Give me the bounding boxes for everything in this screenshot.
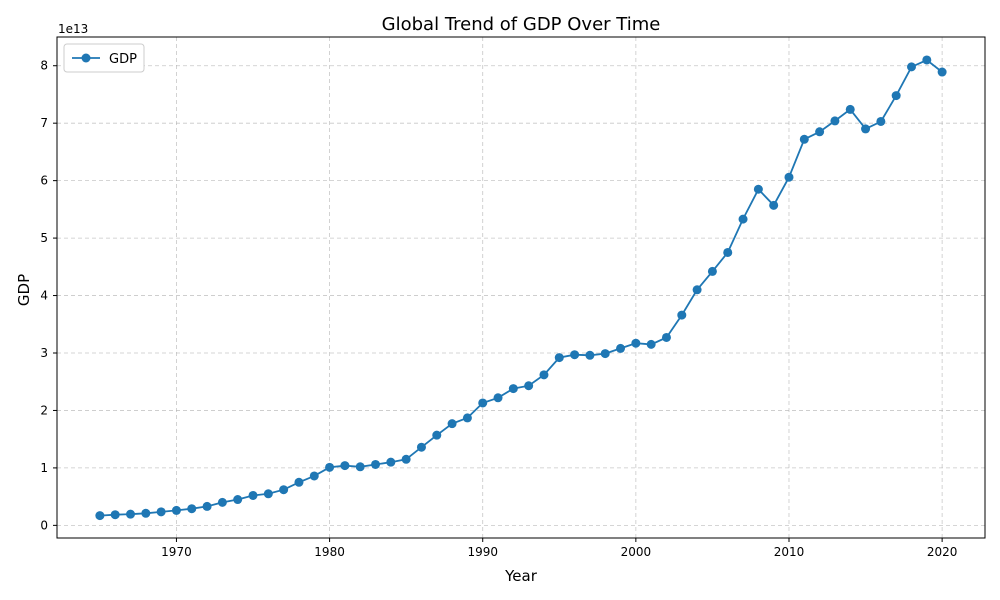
data-point-gdp xyxy=(493,393,503,403)
data-point-gdp xyxy=(386,457,396,467)
y-tick-label: 8 xyxy=(40,59,48,73)
ticks: 1970 1980 1990 2000 2010 2020 0 1 2 3 4 5 6 7 8 xyxy=(40,59,957,559)
data-point-gdp xyxy=(723,247,733,257)
data-point-gdp xyxy=(738,214,748,224)
data-point-gdp xyxy=(815,127,825,137)
data-point-gdp xyxy=(937,67,947,77)
series-layer xyxy=(95,55,947,521)
y-tick-label: 5 xyxy=(40,231,48,245)
data-point-gdp xyxy=(401,454,411,464)
data-point-gdp xyxy=(462,413,472,423)
x-tick-label: 1970 xyxy=(161,545,192,559)
data-point-gdp xyxy=(891,91,901,101)
data-point-gdp xyxy=(355,462,365,472)
data-point-gdp xyxy=(661,332,671,342)
data-point-gdp xyxy=(187,504,197,514)
legend: GDP xyxy=(63,43,145,73)
y-tick-label: 2 xyxy=(40,403,48,417)
y-tick-label: 1 xyxy=(40,461,48,475)
data-point-gdp xyxy=(845,104,855,114)
data-point-gdp xyxy=(217,497,227,507)
data-point-gdp xyxy=(585,350,595,360)
y-tick-label: 6 xyxy=(40,174,48,188)
y-offset-label: 1e13 xyxy=(58,22,88,36)
y-axis-label: GDP xyxy=(15,274,33,306)
data-point-gdp xyxy=(906,62,916,72)
x-tick-label: 2000 xyxy=(621,545,652,559)
legend-label-gdp: GDP xyxy=(109,52,137,67)
data-point-gdp xyxy=(554,353,564,363)
y-tick-label: 3 xyxy=(40,346,48,360)
data-point-gdp xyxy=(371,459,381,469)
x-tick-label: 2010 xyxy=(774,545,805,559)
series-line-gdp xyxy=(99,58,943,517)
data-point-gdp xyxy=(233,495,243,505)
data-point-gdp xyxy=(707,266,717,276)
data-point-gdp xyxy=(432,430,442,440)
data-point-gdp xyxy=(922,55,932,65)
data-point-gdp xyxy=(447,419,457,429)
data-point-gdp xyxy=(692,285,702,295)
data-point-gdp xyxy=(539,370,549,380)
data-point-gdp xyxy=(325,462,335,472)
data-point-gdp xyxy=(141,508,151,518)
x-tick-label: 1980 xyxy=(314,545,345,559)
data-point-gdp xyxy=(416,442,426,452)
data-point-gdp xyxy=(753,184,763,194)
x-tick-label: 2020 xyxy=(927,545,958,559)
data-point-gdp xyxy=(600,349,610,359)
data-point-gdp xyxy=(616,343,626,353)
data-point-gdp xyxy=(861,124,871,134)
data-point-gdp xyxy=(677,310,687,320)
y-tick-label: 4 xyxy=(40,289,48,303)
data-point-gdp xyxy=(294,477,304,487)
data-point-gdp xyxy=(126,509,136,519)
data-point-gdp xyxy=(478,398,488,408)
grid xyxy=(57,37,985,538)
data-point-gdp xyxy=(799,134,809,144)
data-point-gdp xyxy=(248,490,258,500)
data-point-gdp xyxy=(769,200,779,210)
data-point-gdp xyxy=(876,116,886,126)
data-point-gdp xyxy=(340,461,350,471)
y-tick-label: 7 xyxy=(40,116,48,130)
data-point-gdp xyxy=(631,338,641,348)
data-point-gdp xyxy=(524,381,534,391)
data-point-gdp xyxy=(570,350,580,360)
data-point-gdp xyxy=(110,510,120,520)
chart-title: Global Trend of GDP Over Time xyxy=(382,14,661,35)
legend-marker-swatch xyxy=(81,53,91,63)
x-axis-label: Year xyxy=(504,567,538,585)
data-point-gdp xyxy=(202,501,212,511)
y-tick-label: 0 xyxy=(40,518,48,532)
data-point-gdp xyxy=(263,489,273,499)
plot-area xyxy=(56,36,986,539)
data-point-gdp xyxy=(784,172,794,182)
data-point-gdp xyxy=(830,116,840,126)
data-point-gdp xyxy=(508,384,518,394)
legend-frame xyxy=(63,43,145,73)
data-point-gdp xyxy=(646,339,656,349)
data-point-gdp xyxy=(156,507,166,517)
data-point-gdp xyxy=(171,505,181,515)
data-point-gdp xyxy=(95,511,105,521)
x-tick-label: 1990 xyxy=(467,545,498,559)
data-point-gdp xyxy=(309,471,319,481)
data-point-gdp xyxy=(279,485,289,495)
